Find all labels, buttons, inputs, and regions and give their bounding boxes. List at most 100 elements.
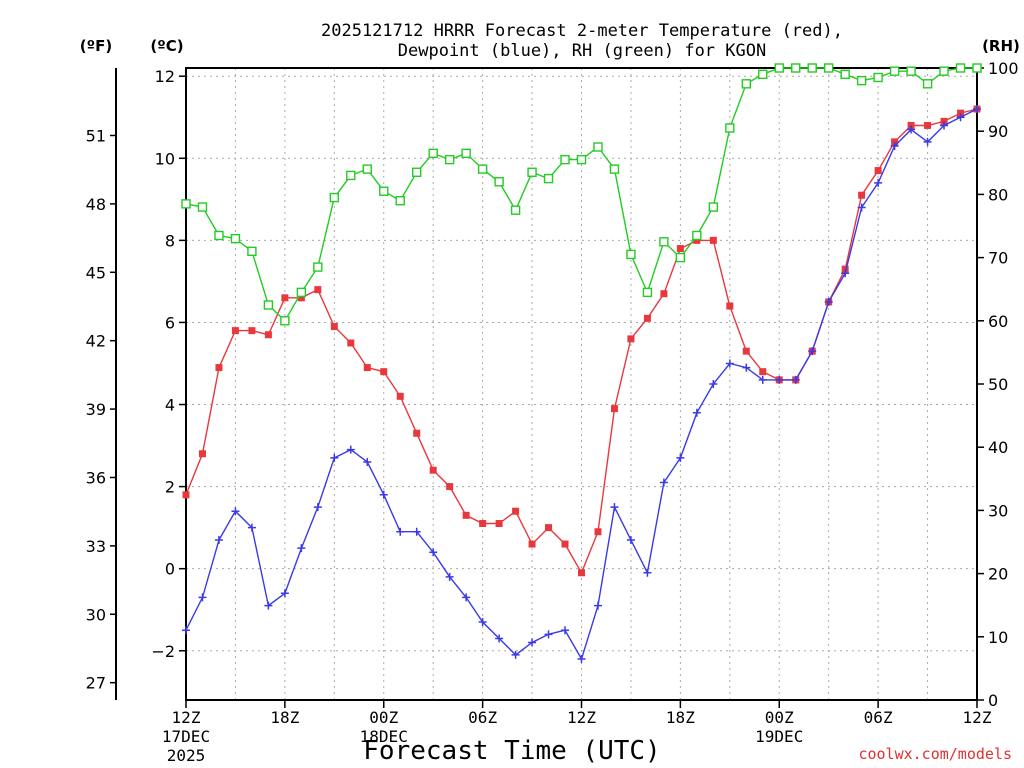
- celsius-tick-label: 2: [165, 478, 175, 497]
- temperature-point: [182, 491, 190, 499]
- rh-point: [906, 66, 916, 76]
- dewpoint-point: [824, 297, 833, 306]
- fahrenheit-tick-label: 48: [86, 195, 106, 214]
- series-rh: [181, 63, 982, 326]
- dewpoint-point: [841, 269, 850, 278]
- dewpoint-point: [528, 638, 537, 647]
- dewpoint-point: [346, 445, 355, 454]
- temperature-point: [495, 520, 503, 528]
- temperature-point: [874, 167, 882, 175]
- rh-point: [214, 230, 224, 241]
- chart-title-line-1: 2025121712 HRRR Forecast 2-meter Tempera…: [321, 21, 843, 41]
- rh-point: [543, 173, 554, 184]
- x-tick-date-label: 18DEC: [360, 727, 408, 746]
- temperature-point: [610, 405, 618, 413]
- dewpoint-point: [973, 105, 981, 114]
- rh-point: [758, 69, 768, 80]
- dewpoint-point: [874, 178, 883, 187]
- rh-point: [593, 142, 603, 152]
- dewpoint-point: [923, 137, 932, 146]
- rh-point: [477, 164, 488, 174]
- dewpoint-point: [247, 523, 256, 532]
- rh-point: [725, 123, 735, 133]
- rh-point: [823, 63, 834, 73]
- rh-point: [329, 192, 340, 203]
- rh-point: [692, 230, 702, 241]
- celsius-tick-label: 0: [165, 560, 175, 579]
- rh-tick-label: 20: [988, 565, 1008, 584]
- rh-tick-label: 40: [988, 438, 1008, 457]
- temperature-point: [726, 302, 734, 310]
- temperature-point: [858, 191, 866, 199]
- temperature-point: [676, 245, 684, 253]
- dewpoint-point: [544, 630, 553, 639]
- rh-tick-label: 90: [988, 122, 1008, 141]
- temperature-point: [528, 540, 536, 548]
- rh-point: [560, 154, 570, 165]
- unit-label-fahrenheit: (ºF): [80, 37, 112, 55]
- temperature-point: [709, 236, 717, 244]
- rh-point: [675, 252, 686, 263]
- temperature-point: [545, 524, 553, 532]
- rh-point: [197, 202, 208, 212]
- fahrenheit-tick-label: 39: [86, 400, 106, 419]
- temperature-point: [907, 121, 915, 129]
- dewpoint-point: [313, 503, 322, 512]
- dewpoint-point: [676, 453, 685, 462]
- temperature-point: [297, 294, 305, 302]
- rh-point: [856, 75, 867, 86]
- rh-point: [939, 66, 949, 76]
- dewpoint-point: [643, 568, 652, 577]
- rh-tick-label: 80: [988, 185, 1008, 204]
- rh-point: [461, 148, 471, 159]
- x-tick-label: 06Z: [468, 708, 497, 727]
- rh-tick-label: 10: [988, 628, 1008, 647]
- rh-point: [395, 196, 405, 206]
- dewpoint-point: [659, 478, 668, 487]
- dewpoint-point: [709, 380, 718, 388]
- temperature-point: [924, 121, 932, 129]
- temperature-point: [957, 109, 965, 117]
- dewpoint-point: [198, 593, 207, 602]
- rh-point: [972, 63, 982, 73]
- rh-point: [955, 63, 966, 73]
- celsius-tick-label: 8: [165, 231, 175, 250]
- rh-tick-label: 60: [988, 312, 1008, 331]
- x-tick-label: 12Z: [172, 708, 201, 727]
- rh-point: [412, 167, 422, 177]
- chart-title-line-2: Dewpoint (blue), RH (green) for KGON: [398, 41, 766, 61]
- temperature-point: [660, 290, 668, 298]
- rh-point: [263, 300, 274, 310]
- dewpoint-point: [956, 113, 965, 122]
- temperature-point: [396, 392, 404, 400]
- dewpoint-point: [561, 626, 570, 635]
- temperature-point: [446, 483, 454, 491]
- tick-labels: 27 30 33 36 39 42 45 48 51 −2 0 2 4 6 8 10 12 0 10 20 30 40 50…: [86, 59, 1019, 765]
- rh-point: [642, 287, 653, 298]
- dewpoint-point: [231, 507, 240, 516]
- dewpoint-point: [791, 375, 800, 384]
- rh-point: [247, 246, 257, 256]
- temperature-line: [185, 108, 978, 575]
- rh-point: [494, 177, 504, 187]
- dewpoint-point: [396, 527, 405, 536]
- rh-tick-label: 0: [988, 691, 998, 710]
- temperature-point: [281, 294, 289, 302]
- dewpoint-point: [462, 593, 471, 602]
- rh-point: [379, 186, 389, 196]
- temperature-point: [759, 368, 767, 376]
- dewpoint-point: [412, 527, 421, 536]
- credit-text: coolwx.com/models: [858, 745, 1012, 763]
- temperature-point: [512, 507, 520, 515]
- dewpoint-point: [214, 535, 223, 544]
- dewpoint-point: [511, 650, 520, 659]
- x-tick-label: 18Z: [666, 708, 695, 727]
- unit-label-celsius: (ºC): [150, 37, 183, 55]
- temperature-point: [314, 286, 322, 294]
- x-tick-date-label: 17DEC: [162, 727, 210, 746]
- temperature-point: [264, 331, 272, 339]
- dewpoint-point: [857, 203, 866, 212]
- rh-point: [362, 164, 372, 174]
- temperature-point: [578, 569, 585, 577]
